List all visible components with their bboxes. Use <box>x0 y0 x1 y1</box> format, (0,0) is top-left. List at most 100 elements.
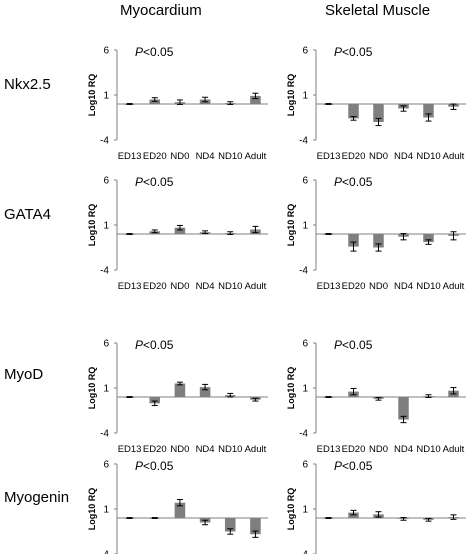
bar-ed20 <box>348 234 359 247</box>
x-tick-label: ND4 <box>394 151 413 162</box>
column-title-skeletal-muscle: Skeletal Muscle <box>325 2 431 19</box>
bar-nd0 <box>174 502 186 518</box>
p-value-annotation: P<0.05 <box>135 45 174 59</box>
bar-ed20 <box>348 104 359 119</box>
y-tick-label: 6 <box>103 339 109 350</box>
y-axis-label: Log10 RQ <box>87 74 97 117</box>
y-tick-label: 1 <box>103 505 109 516</box>
bar-nd10 <box>224 518 236 532</box>
panel-nkx2-5-myocardium: 6 1 -4 Log10 RQ P<0.05 ED13 ED20 ND0 ND4 ND10 Adul… <box>87 45 268 162</box>
x-tick-label: Adult <box>245 281 267 292</box>
y-tick-label: -4 <box>299 550 308 554</box>
column-title-myocardium: Myocardium <box>120 2 202 19</box>
x-tick-label: ED13 <box>317 151 341 162</box>
y-tick-label: -4 <box>100 266 109 277</box>
row-label-nkx2-5: Nkx2.5 <box>4 76 51 93</box>
x-tick-label: ED13 <box>118 444 142 455</box>
p-value-annotation: P<0.05 <box>135 338 174 352</box>
x-tick-label: ND10 <box>218 281 242 292</box>
p-value-annotation: P<0.05 <box>334 459 373 473</box>
y-tick-label: -4 <box>100 136 109 147</box>
x-tick-label: ND10 <box>218 444 242 455</box>
x-tick-label: ND4 <box>394 281 413 292</box>
x-tick-label: ND0 <box>170 151 189 162</box>
y-tick-label: 1 <box>103 91 109 102</box>
panel-myod-skeletal-muscle: 6 1 -4 Log10 RQ P<0.05 ED13 ED20 ND0 ND4 ND10 Adul… <box>286 338 466 455</box>
x-tick-label: ED20 <box>143 151 167 162</box>
x-tick-label: ND0 <box>369 281 388 292</box>
y-tick-label: -4 <box>100 550 109 554</box>
y-tick-label: 1 <box>103 384 109 395</box>
y-axis-label: Log10 RQ <box>286 74 296 117</box>
y-tick-label: -4 <box>299 136 308 147</box>
y-tick-label: 6 <box>103 176 109 187</box>
y-tick-label: 6 <box>103 460 109 471</box>
x-tick-label: Adult <box>443 281 465 292</box>
y-tick-label: 6 <box>302 176 308 187</box>
y-tick-label: 6 <box>103 46 109 57</box>
y-axis-label: Log10 RQ <box>87 488 97 531</box>
y-tick-label: 1 <box>302 221 308 232</box>
row-label-myod: MyoD <box>4 366 44 383</box>
y-tick-label: 1 <box>302 384 308 395</box>
p-value-annotation: P<0.05 <box>334 175 373 189</box>
row-label-gata4: GATA4 <box>4 206 51 223</box>
y-axis-label: Log10 RQ <box>286 488 296 531</box>
x-tick-label: Adult <box>443 444 465 455</box>
y-tick-label: -4 <box>299 266 308 277</box>
bar-nd0 <box>174 227 186 234</box>
x-tick-label: Adult <box>245 444 267 455</box>
x-tick-label: ED13 <box>317 281 341 292</box>
x-tick-label: ED20 <box>342 151 366 162</box>
x-tick-label: ND10 <box>416 444 440 455</box>
x-tick-label: ND4 <box>394 444 413 455</box>
x-tick-label: ND4 <box>196 151 215 162</box>
x-tick-label: ND4 <box>196 281 215 292</box>
bar-nd10 <box>423 234 434 243</box>
x-tick-label: ED20 <box>342 281 366 292</box>
y-axis-label: Log10 RQ <box>286 367 296 410</box>
p-value-annotation: P<0.05 <box>135 459 174 473</box>
y-axis-label: Log10 RQ <box>87 367 97 410</box>
bar-nd0 <box>373 234 384 248</box>
x-tick-label: ND10 <box>218 151 242 162</box>
x-tick-label: ND0 <box>170 281 189 292</box>
x-tick-label: ND0 <box>369 151 388 162</box>
y-tick-label: -4 <box>299 429 308 440</box>
p-value-annotation: P<0.05 <box>334 45 373 59</box>
x-tick-label: ND4 <box>196 444 215 455</box>
bar-adult <box>250 518 261 535</box>
bar-nd4 <box>398 397 409 420</box>
x-tick-label: ED20 <box>143 444 167 455</box>
panel-gata4-myocardium: 6 1 -4 Log10 RQ P<0.05 ED13 ED20 ND0 ND4 ND10 Adul… <box>87 175 268 292</box>
row-label-myogenin: Myogenin <box>4 489 70 506</box>
x-tick-label: Adult <box>245 151 267 162</box>
x-tick-label: ED13 <box>317 444 341 455</box>
y-tick-label: 6 <box>302 339 308 350</box>
y-tick-label: -4 <box>100 429 109 440</box>
panel-gata4-skeletal-muscle: 6 1 -4 Log10 RQ P<0.05 ED13 ED20 ND0 ND4 ND10 Adul… <box>286 175 466 292</box>
y-tick-label: 1 <box>302 91 308 102</box>
panel-nkx2-5-skeletal-muscle: 6 1 -4 Log10 RQ P<0.05 ED13 ED20 ND0 ND4 ND10 Adul… <box>286 45 466 162</box>
bar-nd0 <box>373 104 384 122</box>
x-tick-label: ED13 <box>118 281 142 292</box>
y-tick-label: 1 <box>302 505 308 516</box>
x-tick-label: ND10 <box>416 281 440 292</box>
y-axis-label: Log10 RQ <box>87 204 97 247</box>
x-tick-label: ED20 <box>342 444 366 455</box>
x-tick-label: ED20 <box>143 281 167 292</box>
p-value-annotation: P<0.05 <box>334 338 373 352</box>
bar-nd4 <box>199 387 211 397</box>
y-tick-label: 1 <box>103 221 109 232</box>
bar-ed20 <box>149 397 161 404</box>
bar-nd10 <box>423 104 434 118</box>
bar-adult <box>250 95 261 104</box>
bar-nd0 <box>174 383 186 397</box>
y-tick-label: 6 <box>302 460 308 471</box>
p-value-annotation: P<0.05 <box>135 175 174 189</box>
x-tick-label: Adult <box>443 151 465 162</box>
